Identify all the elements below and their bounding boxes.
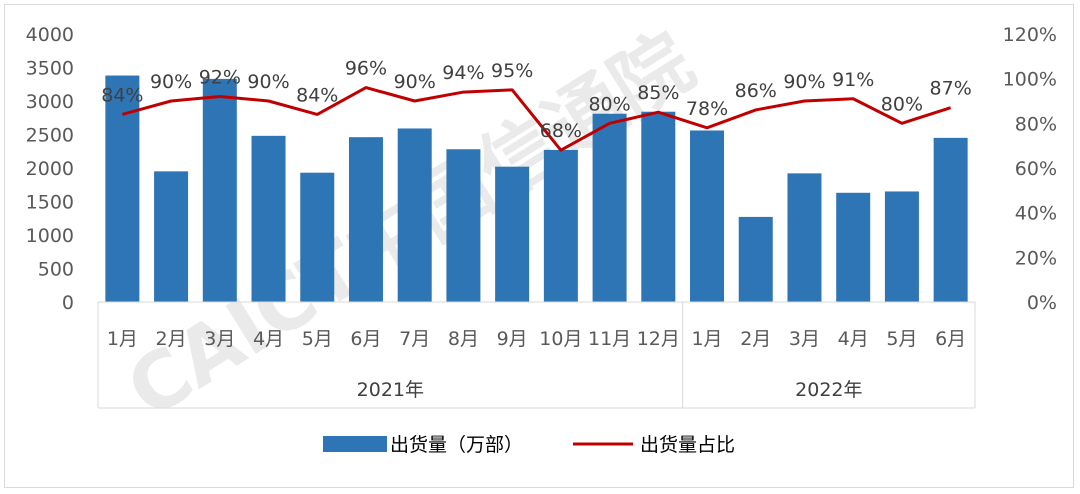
right-axis-tick-label: 0% [1027, 292, 1057, 314]
category-label-16: 4月 [838, 328, 869, 350]
bar-7 [397, 128, 432, 302]
share-data-label-16: 91% [832, 69, 874, 91]
share-data-label-3: 92% [199, 67, 241, 89]
category-label-3: 3月 [204, 328, 235, 350]
share-data-label-7: 90% [394, 71, 436, 93]
share-data-label-13: 78% [686, 98, 728, 120]
share-line [121, 86, 952, 152]
left-axis-tick-label: 1000 [26, 225, 74, 247]
share-data-label-2: 90% [150, 71, 192, 93]
left-axis-tick-label: 3500 [26, 58, 74, 80]
right-axis-tick-label: 100% [1003, 69, 1057, 91]
category-label-17: 5月 [886, 328, 917, 350]
axes-layer: 0 500 1000 1500 2000 2500 3000 3500 4000 0% 20% 40%… [26, 24, 1057, 409]
bar-12 [641, 111, 676, 302]
share-data-label-4: 90% [247, 71, 289, 93]
year-group-label: 2022年 [795, 379, 862, 401]
bar-14 [738, 216, 773, 302]
category-label-11: 11月 [588, 328, 631, 350]
bar-3 [202, 78, 237, 302]
left-axis-tick-label: 3000 [26, 91, 74, 113]
share-data-label-11: 80% [588, 93, 630, 115]
bar-6 [348, 137, 383, 302]
category-label-7: 7月 [399, 328, 430, 350]
share-data-label-12: 85% [637, 82, 679, 104]
bar-2 [154, 171, 189, 302]
right-axis-tick-label: 20% [1015, 247, 1057, 269]
bar-10 [543, 149, 578, 302]
left-axis-tick-label: 500 [38, 259, 74, 281]
legend-bar-label: 出货量（万部） [390, 434, 523, 456]
share-data-label-17: 80% [881, 93, 923, 115]
bar-1 [105, 75, 140, 302]
category-label-1: 1月 [107, 328, 138, 350]
category-label-10: 10月 [539, 328, 582, 350]
category-label-5: 5月 [302, 328, 333, 350]
bar-15 [787, 173, 822, 302]
category-label-6: 6月 [350, 328, 381, 350]
category-label-18: 6月 [935, 328, 966, 350]
category-label-13: 1月 [691, 328, 722, 350]
bar-11 [592, 113, 627, 302]
share-data-label-10: 68% [540, 120, 582, 142]
right-axis-tick-label: 40% [1015, 203, 1057, 225]
category-label-12: 12月 [637, 328, 680, 350]
share-data-label-9: 95% [491, 60, 533, 82]
bar-18 [933, 137, 968, 302]
share-data-label-18: 87% [930, 78, 972, 100]
legend-line-label: 出货量占比 [640, 434, 735, 456]
category-label-8: 8月 [448, 328, 479, 350]
left-axis-tick-label: 4000 [26, 24, 74, 46]
category-label-9: 9月 [497, 328, 528, 350]
left-axis-tick-label: 1500 [26, 192, 74, 214]
bars-layer [105, 75, 968, 302]
right-axis-tick-label: 60% [1015, 158, 1057, 180]
year-group-label: 2021年 [357, 379, 424, 401]
left-axis-tick-label: 2500 [26, 125, 74, 147]
share-data-label-14: 86% [735, 80, 777, 102]
right-axis-tick-label: 120% [1003, 24, 1057, 46]
right-axis-tick-label: 80% [1015, 113, 1057, 135]
share-data-label-5: 84% [296, 84, 338, 106]
category-label-14: 2月 [740, 328, 771, 350]
bar-13 [690, 130, 725, 302]
legend: 出货量（万部） 出货量占比 [323, 434, 735, 456]
bar-17 [884, 191, 919, 302]
bar-8 [446, 149, 481, 302]
share-data-label-1: 84% [101, 84, 143, 106]
bar-16 [836, 192, 871, 302]
line-layer: 84% 90% 92% 90% 84% 96% 90% 94% 95% 68% 80% 85% 78% 8… [101, 58, 972, 152]
share-data-label-8: 94% [442, 62, 484, 84]
left-axis-tick-label: 2000 [26, 158, 74, 180]
left-axis-tick-label: 0 [62, 292, 74, 314]
legend-bar-swatch [323, 436, 387, 452]
bar-5 [300, 172, 335, 302]
bar-4 [251, 135, 286, 302]
bar-9 [495, 166, 530, 302]
share-data-label-15: 90% [783, 71, 825, 93]
category-label-4: 4月 [253, 328, 284, 350]
category-label-15: 3月 [789, 328, 820, 350]
share-data-label-6: 96% [345, 58, 387, 80]
category-label-2: 2月 [156, 328, 187, 350]
